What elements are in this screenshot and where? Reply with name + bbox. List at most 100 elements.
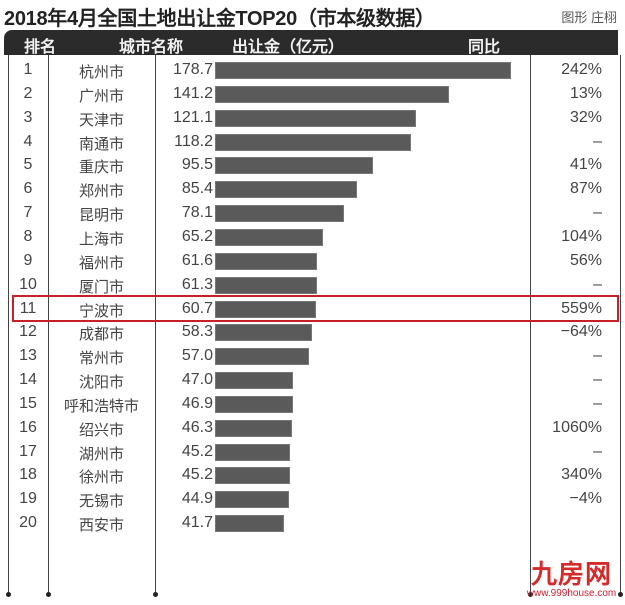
value-cell: 78.1 [181,204,213,222]
table-row: 2 广州市 141.2 13% [0,82,625,106]
table-row: 14 沈阳市 47.0 – [0,368,625,392]
rank-cell: 15 [19,394,37,412]
column-divider [620,55,621,595]
yoy-cell: 1060% [552,418,602,436]
value-bar [215,348,310,366]
table-row: 20 西安市 41.7 [0,511,625,535]
city-cell: 昆明市 [78,207,124,225]
value-cell: 57.0 [181,347,213,365]
table-row: 19 无锡市 44.9 −4% [0,487,625,511]
table-row: 18 徐州市 45.2 340% [0,463,625,487]
watermark-logo: 九房网 [530,559,612,589]
table-row: 4 南通市 118.2 – [0,130,625,154]
city-cell: 常州市 [78,350,124,368]
city-cell: 重庆市 [78,159,124,177]
city-cell: 上海市 [78,230,124,248]
yoy-cell: – [593,371,602,389]
city-cell: 南通市 [78,135,124,153]
city-cell: 成都市 [78,326,124,344]
city-cell: 呼和浩特市 [63,397,139,415]
value-bar [215,324,312,342]
value-bar [215,443,290,461]
value-bar [215,85,449,103]
rank-cell: 20 [19,514,37,532]
header-value: 出让金（亿元） [232,39,345,56]
yoy-cell: – [593,347,602,365]
column-divider [8,55,9,595]
column-divider [530,55,531,595]
table-row: 16 绍兴市 46.3 1060% [0,416,625,440]
yoy-cell: – [593,442,602,460]
header-city: 城市名称 [119,39,184,56]
rank-cell: 19 [19,490,37,508]
table-row: 8 上海市 65.2 104% [0,225,625,249]
table-row: 9 福州市 61.6 56% [0,249,625,273]
city-cell: 广州市 [78,87,124,105]
divider-end-dot [46,592,51,597]
rank-cell: 10 [19,275,37,293]
value-bar [215,276,317,294]
value-cell: 60.7 [181,299,213,317]
watermark: 九房网 www.999house.com [518,560,625,599]
city-cell: 宁波市 [78,302,124,320]
city-cell: 福州市 [78,254,124,272]
rank-cell: 18 [19,466,37,484]
rank-cell: 11 [19,299,37,317]
rank-cell: 8 [23,227,33,245]
yoy-cell: – [593,275,602,293]
value-bar [215,491,290,509]
value-bar [215,228,323,246]
value-bar [215,157,374,175]
divider-end-dot [528,592,533,597]
yoy-cell: 32% [569,108,602,126]
highlight-box [12,295,619,322]
value-cell: 41.7 [181,514,213,532]
column-divider [48,55,49,595]
value-cell: 178.7 [172,61,213,78]
header-rank: 排名 [24,39,57,56]
value-cell: 118.2 [174,132,213,150]
value-bar [215,133,411,151]
table-row: 15 呼和浩特市 46.9 – [0,392,625,416]
yoy-cell: – [593,132,602,150]
rank-cell: 12 [19,323,37,341]
table-row: 12 成都市 58.3 −64% [0,320,625,344]
value-bar [215,109,416,127]
column-divider [155,55,156,595]
rank-cell: 14 [19,371,37,389]
rank-cell: 2 [23,84,33,102]
chart-credit: 图形 庄栩 [561,10,617,25]
divider-end-dot [153,592,158,597]
table-row: 5 重庆市 95.5 41% [0,153,625,177]
value-cell: 45.2 [181,466,213,484]
table-row: 3 天津市 121.1 32% [0,106,625,130]
rank-cell: 16 [19,418,37,436]
city-cell: 沈阳市 [78,374,124,392]
rank-cell: 3 [23,108,33,126]
value-bar [215,205,345,223]
value-cell: 46.9 [181,394,213,412]
table-header: 排名 城市名称 出让金（亿元） 同比 [4,30,618,56]
value-cell: 45.2 [181,442,213,460]
city-cell: 无锡市 [78,493,124,511]
rank-cell: 6 [23,180,33,198]
value-cell: 141.2 [172,84,213,102]
city-cell: 徐州市 [78,469,124,487]
rank-cell: 4 [23,132,33,150]
yoy-cell: 559% [561,299,602,317]
table-row: 17 湖州市 45.2 – [0,440,625,464]
value-bar [215,300,316,318]
rank-cell: 9 [23,251,33,269]
yoy-cell: 104% [561,227,602,245]
value-bar [215,372,293,390]
value-cell: 61.6 [181,251,213,269]
value-cell: 47.0 [181,371,213,389]
watermark-url: www.999house.com [526,588,617,599]
table-row: 7 昆明市 78.1 – [0,201,625,225]
yoy-cell: 87% [569,180,602,198]
yoy-cell: 41% [569,156,602,174]
chart-title: 2018年4月全国土地出让金TOP20（市本级数据） [4,8,435,30]
rank-cell: 17 [19,442,37,460]
value-cell: 58.3 [181,323,213,341]
table-row: 13 常州市 57.0 – [0,344,625,368]
